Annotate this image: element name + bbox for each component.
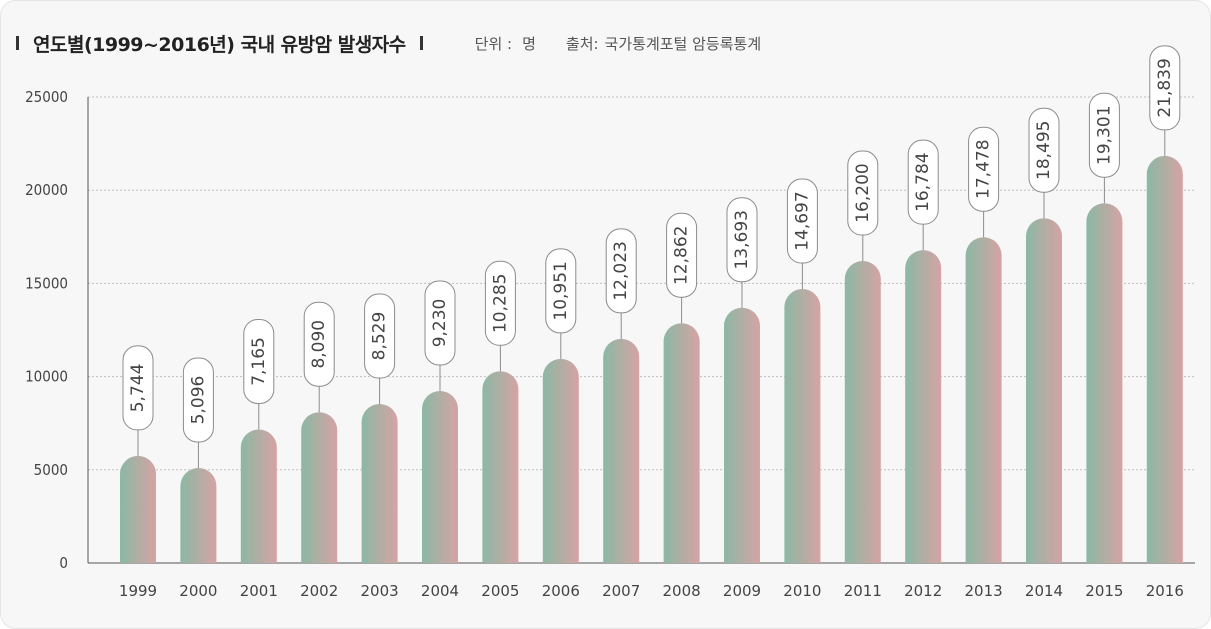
data-label-2011: 16,200 xyxy=(853,163,873,222)
callout-box xyxy=(364,293,396,379)
callout-box xyxy=(666,212,698,298)
y-tick-label: 25000 xyxy=(25,88,68,106)
data-label-2004: 9,230 xyxy=(430,299,450,348)
title-right-mark xyxy=(419,36,423,50)
callout-box xyxy=(122,345,154,431)
x-tick-label: 2005 xyxy=(481,582,519,600)
callout-box xyxy=(907,139,939,225)
callout-box xyxy=(484,260,516,346)
x-tick-label: 2002 xyxy=(300,582,338,600)
data-label-2012: 16,784 xyxy=(913,152,933,211)
callout-box xyxy=(1149,45,1181,131)
x-tick-label: 2010 xyxy=(783,582,821,600)
callout-box xyxy=(303,301,335,387)
source-label: 출처: xyxy=(565,34,599,53)
unit-value: 명 xyxy=(522,34,536,53)
source-value: 국가통계포털 암등록통계 xyxy=(604,34,762,53)
bar-2014 xyxy=(1026,218,1062,563)
x-tick-label: 2001 xyxy=(240,582,278,600)
bar-2004 xyxy=(422,390,458,563)
callout-box xyxy=(1088,92,1120,178)
callout-box xyxy=(726,197,758,283)
unit-label: 단위 : xyxy=(474,34,513,53)
bar-1999 xyxy=(120,455,156,563)
callout-box xyxy=(424,280,456,366)
data-label-2008: 12,862 xyxy=(672,226,692,285)
x-tick-label: 2008 xyxy=(663,582,701,600)
y-tick-label: 15000 xyxy=(25,274,68,292)
bar-2012 xyxy=(905,250,942,563)
x-tick-label: 2007 xyxy=(602,582,640,600)
bar-2015 xyxy=(1086,203,1123,563)
callout-box xyxy=(786,178,818,264)
bar-2016 xyxy=(1146,155,1183,564)
data-label-1999: 5,744 xyxy=(128,364,148,413)
bar-2013 xyxy=(965,237,1002,563)
bar-2000 xyxy=(180,468,217,563)
y-tick-label: 0 xyxy=(59,554,68,572)
x-tick-label: 1999 xyxy=(119,582,157,600)
bar-2002 xyxy=(301,412,338,563)
x-tick-label: 2004 xyxy=(421,582,459,600)
callout-box xyxy=(605,228,637,314)
y-tick-label: 10000 xyxy=(25,368,68,386)
data-label-2016: 21,839 xyxy=(1155,58,1175,117)
bar-2006 xyxy=(542,358,579,563)
bar-2009 xyxy=(724,307,760,563)
x-tick-label: 2015 xyxy=(1085,582,1123,600)
x-tick-label: 2006 xyxy=(542,582,580,600)
data-label-2001: 7,165 xyxy=(249,337,269,386)
data-label-2006: 10,951 xyxy=(551,261,571,320)
x-tick-label: 2012 xyxy=(904,582,942,600)
bar-2003 xyxy=(361,404,398,563)
data-label-2010: 14,697 xyxy=(792,191,812,250)
callout-box xyxy=(968,126,1000,212)
y-tick-label: 20000 xyxy=(25,181,68,199)
callout-box xyxy=(1028,107,1060,193)
title-left-mark xyxy=(16,36,19,50)
chart-header: 연도별(1999~2016년) 국내 유방암 발생자수 단위 : 명 출처: 국… xyxy=(16,28,761,58)
y-tick-label: 5000 xyxy=(34,461,68,479)
data-label-2002: 8,090 xyxy=(309,320,329,369)
x-tick-label: 2000 xyxy=(179,582,217,600)
x-tick-label: 2003 xyxy=(361,582,399,600)
x-tick-label: 2011 xyxy=(844,582,882,600)
callout-box xyxy=(545,248,577,334)
callout-box xyxy=(182,357,214,443)
bar-2008 xyxy=(663,323,700,563)
data-label-2009: 13,693 xyxy=(732,210,752,269)
bar-2005 xyxy=(482,371,519,563)
data-label-2005: 10,285 xyxy=(490,274,510,333)
chart-title: 연도별(1999~2016년) 국내 유방암 발생자수 xyxy=(33,33,406,56)
x-tick-label: 2016 xyxy=(1146,582,1184,600)
data-label-2013: 17,478 xyxy=(974,139,994,198)
bar-2007 xyxy=(603,338,640,563)
bar-2011 xyxy=(844,261,881,563)
data-label-2014: 18,495 xyxy=(1034,121,1054,180)
data-label-2007: 12,023 xyxy=(611,241,631,300)
x-tick-label: 2013 xyxy=(965,582,1003,600)
data-label-2003: 8,529 xyxy=(370,312,390,361)
x-tick-label: 2014 xyxy=(1025,582,1063,600)
data-label-2015: 19,301 xyxy=(1094,105,1114,164)
bar-2010 xyxy=(784,289,821,563)
data-label-2000: 5,096 xyxy=(188,376,208,425)
callout-box xyxy=(243,318,275,404)
callout-box xyxy=(847,150,879,236)
x-tick-label: 2009 xyxy=(723,582,761,600)
bar-2001 xyxy=(240,429,277,563)
